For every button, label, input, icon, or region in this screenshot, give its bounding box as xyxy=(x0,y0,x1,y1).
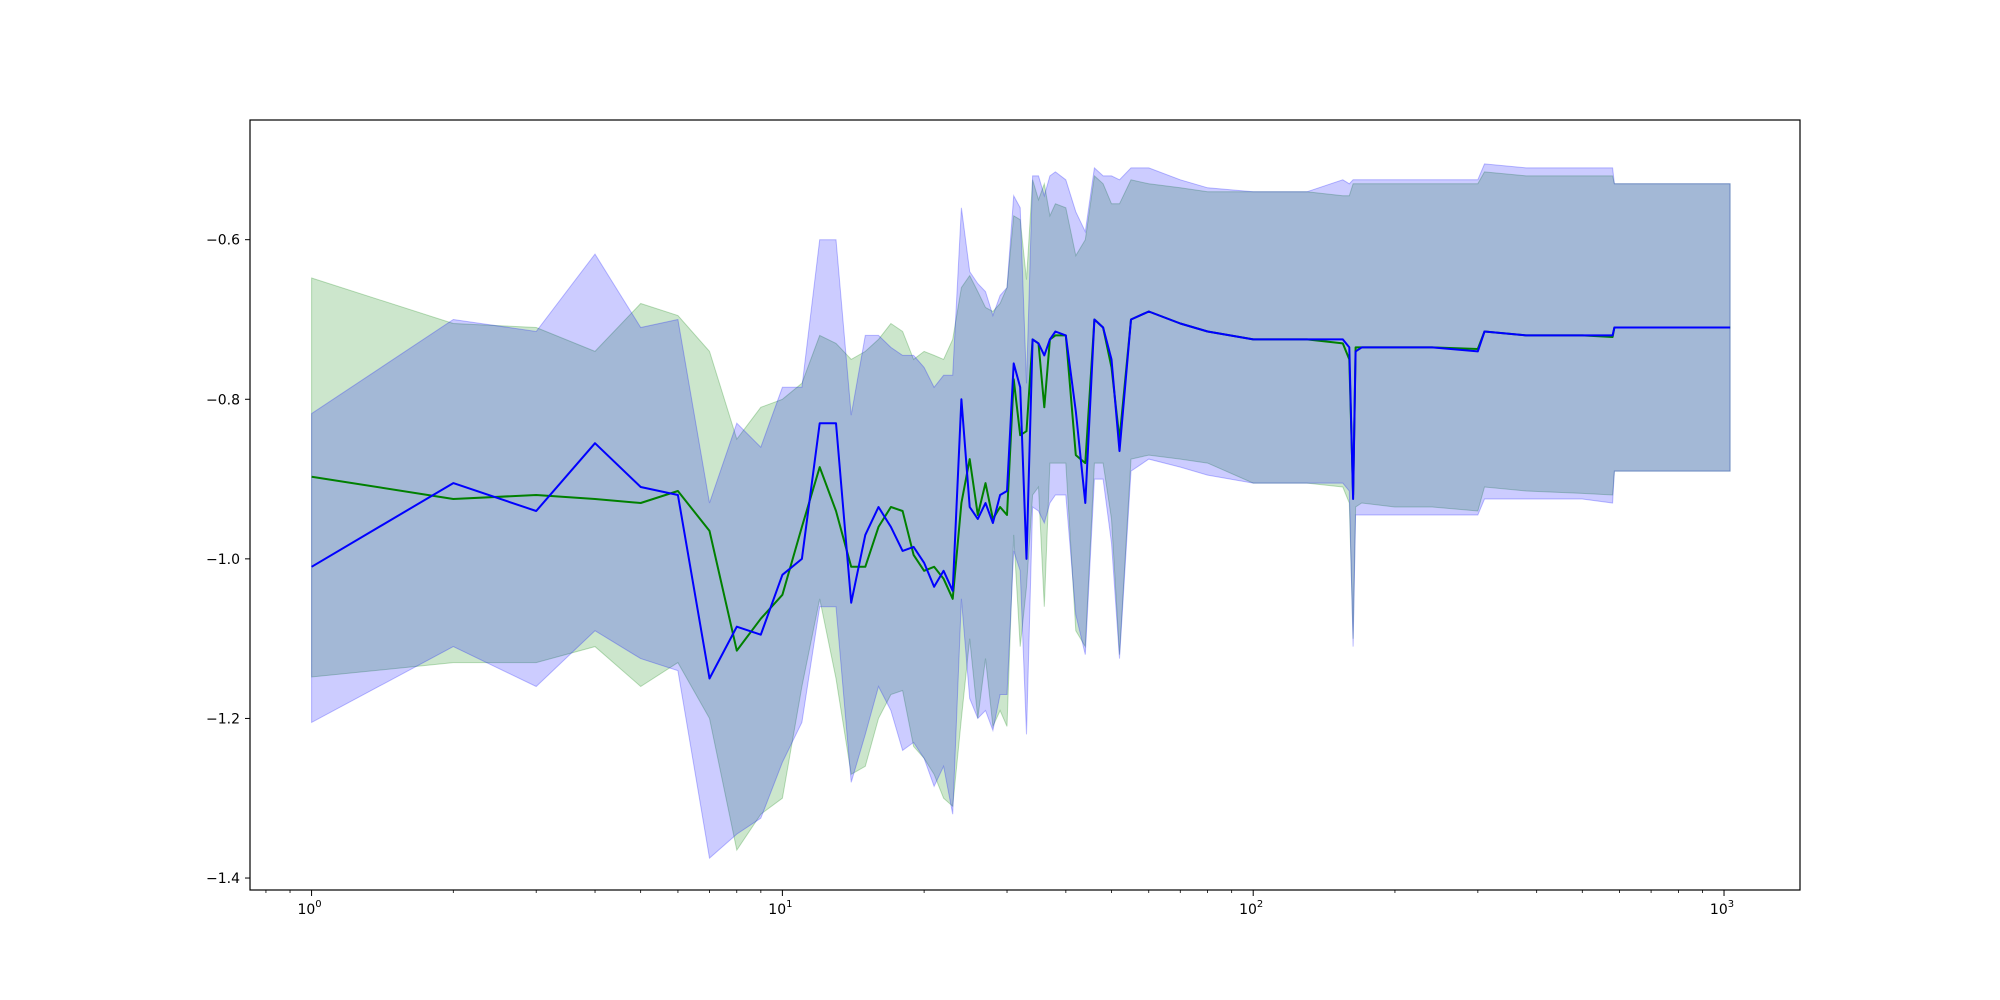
plot-frame xyxy=(249,119,1801,891)
y-axis: −0.6 −0.8 −1.0 −1.2 −1.4 xyxy=(206,233,250,887)
confidence-bands xyxy=(311,163,1731,860)
y-tick-label: −1.2 xyxy=(206,711,240,727)
series-1-band xyxy=(311,171,1731,852)
series-lines xyxy=(311,310,1731,680)
y-tick-label: −1.4 xyxy=(206,871,240,887)
y-tick-label: −0.6 xyxy=(206,233,240,249)
y-tick-label: −1.0 xyxy=(206,552,240,568)
series-2-line xyxy=(311,310,1731,680)
y-tick-label: −0.8 xyxy=(206,392,240,408)
series-2-band xyxy=(311,163,1731,860)
